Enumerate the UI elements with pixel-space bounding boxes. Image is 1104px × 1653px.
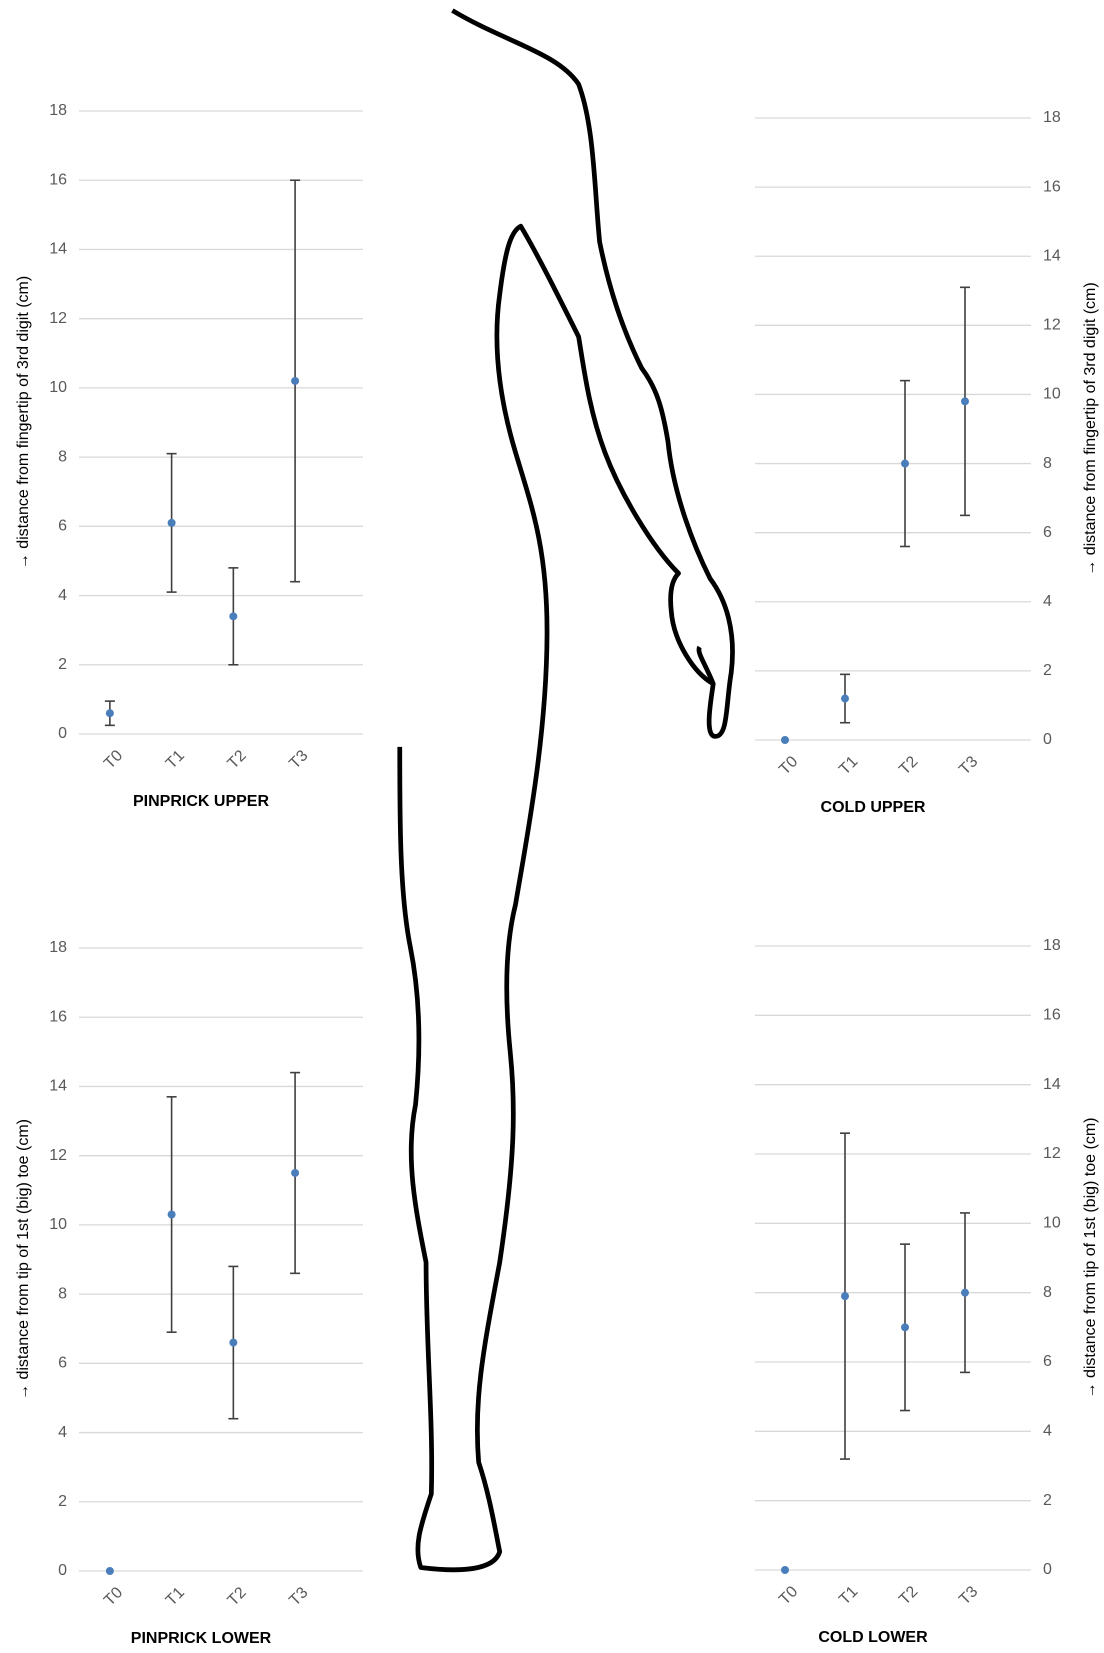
y-tick-label: 12 xyxy=(1043,317,1061,334)
point xyxy=(167,518,176,527)
x-tick-label: T3 xyxy=(286,747,311,772)
y-tick-label: 8 xyxy=(1043,1284,1052,1301)
y-tick-label: 8 xyxy=(58,1285,67,1302)
point xyxy=(105,709,114,718)
y-tick-label: 10 xyxy=(49,1216,67,1233)
point xyxy=(901,459,909,468)
point xyxy=(841,1292,849,1301)
point xyxy=(961,397,969,406)
x-tick-label: T0 xyxy=(776,1583,801,1608)
y-tick-label: 4 xyxy=(1043,593,1052,610)
y-tick-label: 2 xyxy=(1043,1492,1052,1509)
y-tick-label: 4 xyxy=(58,1424,67,1441)
y-tick-label: 14 xyxy=(1043,247,1061,264)
point xyxy=(229,612,238,621)
x-tick-label: T1 xyxy=(836,1583,861,1608)
y-axis-label: → distance from tip of 1st (big) toe (cm… xyxy=(15,1119,32,1400)
point xyxy=(781,736,789,744)
y-tick-label: 6 xyxy=(58,1355,67,1372)
x-tick-label: T2 xyxy=(896,1583,921,1608)
x-tick-label: T3 xyxy=(956,1583,981,1608)
x-tick-label: T3 xyxy=(286,1584,311,1609)
y-tick-label: 8 xyxy=(58,448,67,465)
x-tick-label: T3 xyxy=(956,753,981,778)
y-tick-label: 16 xyxy=(1043,178,1061,195)
y-axis-label: → distance from fingertip of 3rd digit (… xyxy=(15,276,32,569)
x-tick-label: T0 xyxy=(101,1584,126,1609)
y-tick-label: 6 xyxy=(1043,1353,1052,1370)
y-tick-label: 14 xyxy=(49,241,67,258)
y-tick-label: 12 xyxy=(49,1147,67,1164)
x-tick-label: T2 xyxy=(225,1584,250,1609)
y-tick-label: 14 xyxy=(1043,1076,1061,1093)
y-tick-label: 2 xyxy=(1043,662,1052,679)
x-tick-label: T1 xyxy=(163,747,188,772)
y-tick-label: 18 xyxy=(49,102,67,119)
x-tick-label: T2 xyxy=(225,747,250,772)
x-tick-label: T2 xyxy=(896,753,921,778)
y-tick-label: 0 xyxy=(1043,731,1052,748)
chart-title: COLD LOWER xyxy=(818,1629,928,1646)
y-tick-label: 2 xyxy=(58,1493,67,1510)
y-tick-label: 16 xyxy=(49,171,67,188)
point xyxy=(105,1567,114,1575)
x-tick-label: T1 xyxy=(163,1584,188,1609)
body-silhouette xyxy=(397,8,735,1573)
y-tick-label: 14 xyxy=(49,1078,67,1095)
y-axis-label: → distance from fingertip of 3rd digit (… xyxy=(1082,282,1099,575)
y-tick-label: 6 xyxy=(1043,524,1052,541)
point xyxy=(901,1323,909,1332)
y-axis-label: → distance from tip of 1st (big) toe (cm… xyxy=(1082,1118,1099,1399)
point xyxy=(961,1288,969,1297)
y-tick-label: 4 xyxy=(1043,1423,1052,1440)
y-tick-label: 12 xyxy=(49,310,67,327)
chart-title: PINPRICK UPPER xyxy=(133,793,269,810)
chart-title: COLD UPPER xyxy=(821,799,926,816)
y-tick-label: 12 xyxy=(1043,1145,1061,1162)
point xyxy=(291,376,300,385)
point xyxy=(781,1566,789,1574)
y-tick-label: 10 xyxy=(49,379,67,396)
y-tick-label: 6 xyxy=(58,518,67,535)
y-tick-label: 10 xyxy=(1043,386,1061,403)
y-tick-label: 0 xyxy=(58,1562,67,1579)
chart-title: PINPRICK LOWER xyxy=(131,1630,272,1647)
y-tick-label: 16 xyxy=(49,1008,67,1025)
point xyxy=(291,1168,300,1177)
y-tick-label: 0 xyxy=(58,725,67,742)
y-tick-label: 8 xyxy=(1043,455,1052,472)
y-tick-label: 18 xyxy=(49,939,67,956)
point xyxy=(229,1338,238,1347)
point xyxy=(167,1210,176,1219)
y-tick-label: 2 xyxy=(58,656,67,673)
x-tick-label: T0 xyxy=(101,747,126,772)
x-tick-label: T1 xyxy=(836,753,861,778)
y-tick-label: 10 xyxy=(1043,1215,1061,1232)
x-tick-label: T0 xyxy=(776,753,801,778)
y-tick-label: 16 xyxy=(1043,1007,1061,1024)
y-tick-label: 18 xyxy=(1043,109,1061,126)
y-tick-label: 18 xyxy=(1043,937,1061,954)
point xyxy=(841,694,849,703)
y-tick-label: 4 xyxy=(58,587,67,604)
y-tick-label: 0 xyxy=(1043,1561,1052,1578)
